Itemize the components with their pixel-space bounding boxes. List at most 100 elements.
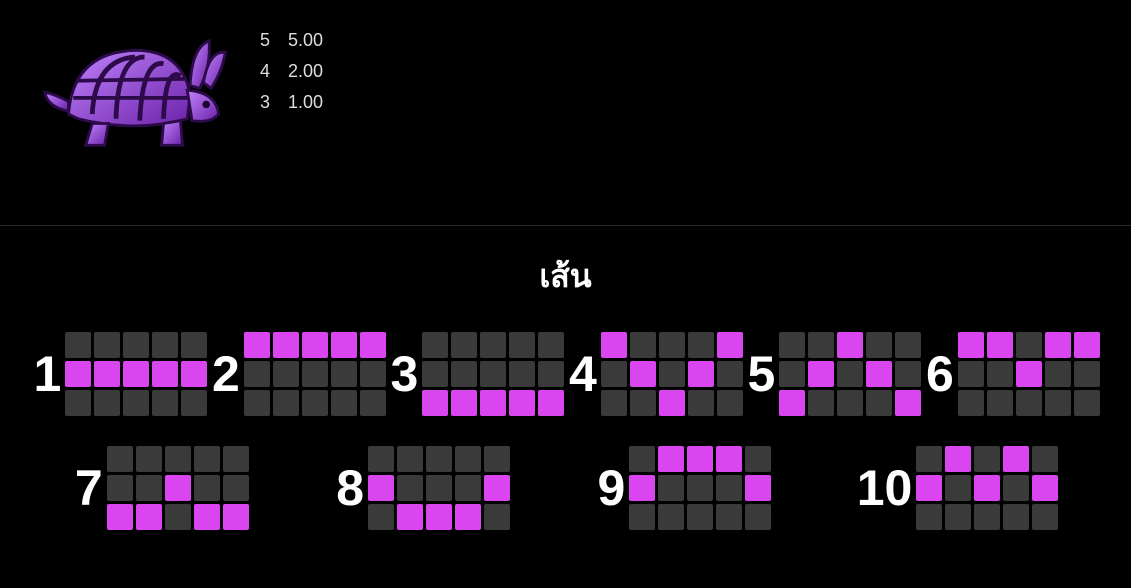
payline-grid	[779, 332, 921, 416]
payline-cell	[895, 390, 921, 416]
payline-number: 10	[857, 459, 913, 517]
payline-cell	[455, 446, 481, 472]
payline-number: 4	[567, 345, 597, 403]
payline-cell	[152, 361, 178, 387]
payline-cell	[716, 446, 742, 472]
paytable-value: 5.00	[288, 30, 323, 51]
payline-item: 9	[595, 446, 771, 530]
payline-cell	[974, 504, 1000, 530]
payline-cell	[165, 475, 191, 501]
payline-grid	[601, 332, 743, 416]
payline-cell	[658, 475, 684, 501]
payline-cell	[895, 332, 921, 358]
payline-grid	[958, 332, 1100, 416]
payline-item: 7	[73, 446, 249, 530]
payline-cell	[455, 504, 481, 530]
payline-cell	[866, 390, 892, 416]
payline-cell	[107, 475, 133, 501]
payline-cell	[687, 475, 713, 501]
payline-cell	[538, 332, 564, 358]
payline-cell	[273, 390, 299, 416]
payline-cell	[223, 475, 249, 501]
payline-cell	[688, 361, 714, 387]
payline-cell	[629, 504, 655, 530]
payline-cell	[181, 390, 207, 416]
payline-grid	[916, 446, 1058, 530]
payline-cell	[107, 446, 133, 472]
payline-item: 4	[567, 332, 743, 416]
payline-cell	[1032, 446, 1058, 472]
payline-cell	[368, 504, 394, 530]
payline-cell	[165, 446, 191, 472]
payline-cell	[368, 475, 394, 501]
payline-cell	[1045, 332, 1071, 358]
payline-cell	[1003, 475, 1029, 501]
payline-cell	[302, 390, 328, 416]
payline-grid	[107, 446, 249, 530]
payline-cell	[629, 446, 655, 472]
payline-cell	[945, 446, 971, 472]
payline-cell	[659, 390, 685, 416]
payline-cell	[480, 332, 506, 358]
paytable-value: 2.00	[288, 61, 323, 82]
payline-cell	[987, 390, 1013, 416]
payline-cell	[601, 332, 627, 358]
payline-cell	[422, 332, 448, 358]
payline-cell	[165, 504, 191, 530]
paytable-value: 1.00	[288, 92, 323, 113]
payline-cell	[837, 361, 863, 387]
payline-cell	[601, 390, 627, 416]
payline-cell	[451, 361, 477, 387]
payline-item: 3	[388, 332, 564, 416]
payline-cell	[987, 332, 1013, 358]
payline-cell	[331, 361, 357, 387]
payline-cell	[745, 475, 771, 501]
payline-cell	[94, 332, 120, 358]
payline-cell	[480, 390, 506, 416]
payline-grid	[244, 332, 386, 416]
payline-cell	[945, 475, 971, 501]
payline-cell	[302, 361, 328, 387]
payline-cell	[630, 332, 656, 358]
payline-cell	[426, 446, 452, 472]
payline-cell	[194, 504, 220, 530]
payline-cell	[244, 332, 270, 358]
payline-cell	[509, 332, 535, 358]
payline-cell	[716, 504, 742, 530]
payline-item: 2	[210, 332, 386, 416]
payline-cell	[480, 361, 506, 387]
payline-number: 6	[924, 345, 954, 403]
payline-cell	[123, 361, 149, 387]
payline-cell	[136, 504, 162, 530]
payline-cell	[779, 390, 805, 416]
payline-cell	[659, 332, 685, 358]
payline-cell	[152, 332, 178, 358]
payline-cell	[717, 332, 743, 358]
payline-cell	[1074, 361, 1100, 387]
payline-cell	[958, 390, 984, 416]
paytable-rows: 55.0042.0031.00	[260, 30, 323, 113]
payline-cell	[509, 390, 535, 416]
payline-cell	[808, 361, 834, 387]
payline-number: 2	[210, 345, 240, 403]
payline-cell	[509, 361, 535, 387]
payline-grid	[368, 446, 510, 530]
payline-cell	[484, 475, 510, 501]
paytable-section: 55.0042.0031.00	[0, 0, 1131, 225]
payline-cell	[360, 361, 386, 387]
payline-cell	[422, 361, 448, 387]
payline-cell	[658, 446, 684, 472]
payline-number: 3	[388, 345, 418, 403]
payline-cell	[426, 475, 452, 501]
paytable-count: 4	[260, 61, 270, 82]
payline-cell	[123, 332, 149, 358]
payline-cell	[484, 504, 510, 530]
payline-cell	[866, 332, 892, 358]
payline-cell	[717, 361, 743, 387]
payline-cell	[244, 361, 270, 387]
payline-cell	[1016, 332, 1042, 358]
lines-title: เส้น	[0, 251, 1131, 302]
payline-number: 8	[334, 459, 364, 517]
payline-cell	[1003, 504, 1029, 530]
payline-cell	[1074, 332, 1100, 358]
